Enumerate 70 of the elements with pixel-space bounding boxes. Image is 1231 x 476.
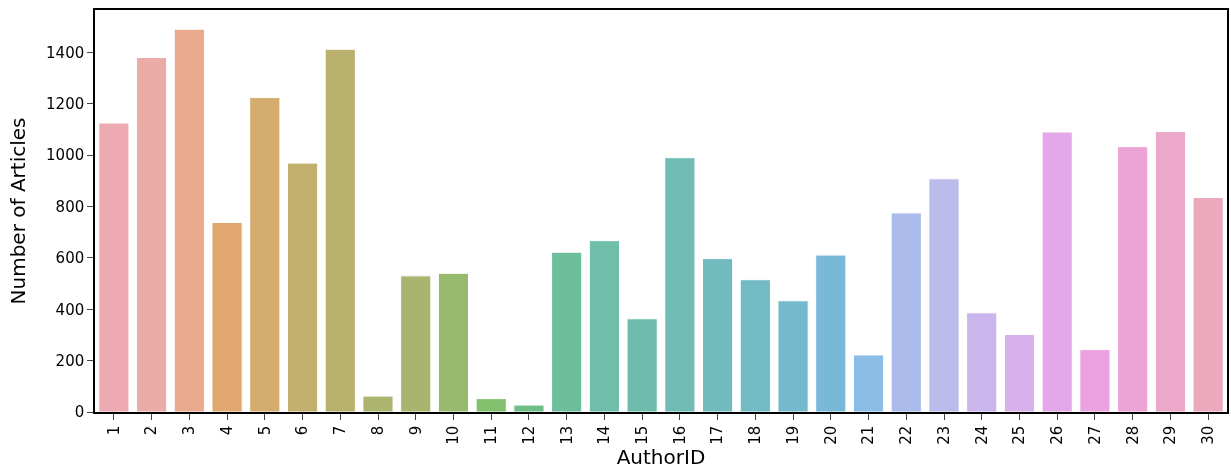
x-tick-label: 20	[821, 425, 840, 445]
x-tick-label: 23	[934, 425, 953, 445]
bar	[777, 300, 809, 412]
x-tick-label: 11	[482, 425, 501, 445]
y-tick-label: 1400	[46, 43, 85, 62]
y-tick-label: 1000	[46, 146, 85, 165]
bar	[966, 312, 998, 412]
x-axis-title: AuthorID	[616, 444, 706, 469]
bar	[437, 272, 470, 412]
x-tick-label: 10	[444, 425, 463, 445]
x-tick-label: 2	[142, 425, 161, 436]
x-tick-label: 30	[1199, 425, 1218, 445]
bar	[173, 28, 205, 412]
x-tick-label: 28	[1123, 425, 1142, 445]
bar	[664, 157, 696, 412]
x-tick-label: 15	[633, 425, 652, 445]
y-tick-label: 1200	[46, 95, 85, 114]
x-tick-label: 18	[746, 425, 765, 445]
bar	[136, 57, 168, 412]
bar	[626, 318, 658, 412]
x-tick-label: 19	[783, 425, 802, 445]
x-tick-label: 22	[897, 425, 916, 445]
x-tick-label: 7	[331, 425, 350, 436]
x-tick-label: 17	[708, 425, 727, 445]
bar	[852, 354, 885, 412]
x-tick-label: 8	[368, 425, 387, 436]
bar	[324, 48, 356, 412]
bar	[890, 212, 922, 412]
x-tick-label: 4	[217, 425, 236, 436]
x-tick-label: 16	[670, 425, 689, 445]
bar	[551, 251, 583, 412]
bar	[815, 254, 847, 412]
y-tick-label: 0	[74, 403, 85, 422]
bar	[1041, 131, 1073, 412]
bar	[362, 395, 394, 412]
x-tick-label: 3	[180, 425, 199, 436]
y-tick-label: 800	[55, 197, 85, 216]
bar	[1192, 197, 1224, 412]
y-tick-label: 400	[55, 300, 85, 319]
bar	[739, 279, 771, 412]
bar	[928, 178, 960, 412]
y-tick-label: 600	[55, 249, 85, 268]
x-tick-label: 13	[557, 425, 576, 445]
bar	[98, 122, 130, 412]
y-axis-title: Number of Articles	[6, 117, 31, 305]
x-tick-label: 27	[1085, 425, 1104, 445]
x-tick-label: 9	[406, 425, 425, 436]
bar	[249, 97, 281, 412]
bar	[400, 275, 432, 412]
bar	[286, 162, 319, 412]
x-tick-label: 12	[519, 425, 538, 445]
bar	[702, 258, 734, 412]
x-tick-label: 6	[293, 425, 312, 436]
bar	[211, 221, 243, 412]
bar	[475, 398, 507, 412]
bar	[1154, 131, 1186, 412]
x-tick-label: 26	[1048, 425, 1067, 445]
bar	[513, 404, 545, 412]
x-tick-label: 29	[1161, 425, 1180, 445]
bar	[1117, 146, 1149, 412]
bar	[588, 240, 620, 412]
x-tick-label: 5	[255, 425, 274, 436]
y-tick-label: 200	[55, 351, 85, 370]
x-tick-label: 14	[595, 425, 614, 445]
x-tick-label: 24	[972, 425, 991, 445]
x-tick-label: 21	[859, 425, 878, 445]
x-tick-label: 25	[1010, 425, 1029, 445]
x-tick-label: 1	[104, 425, 123, 436]
bar	[1003, 333, 1036, 412]
bar	[1079, 349, 1111, 412]
